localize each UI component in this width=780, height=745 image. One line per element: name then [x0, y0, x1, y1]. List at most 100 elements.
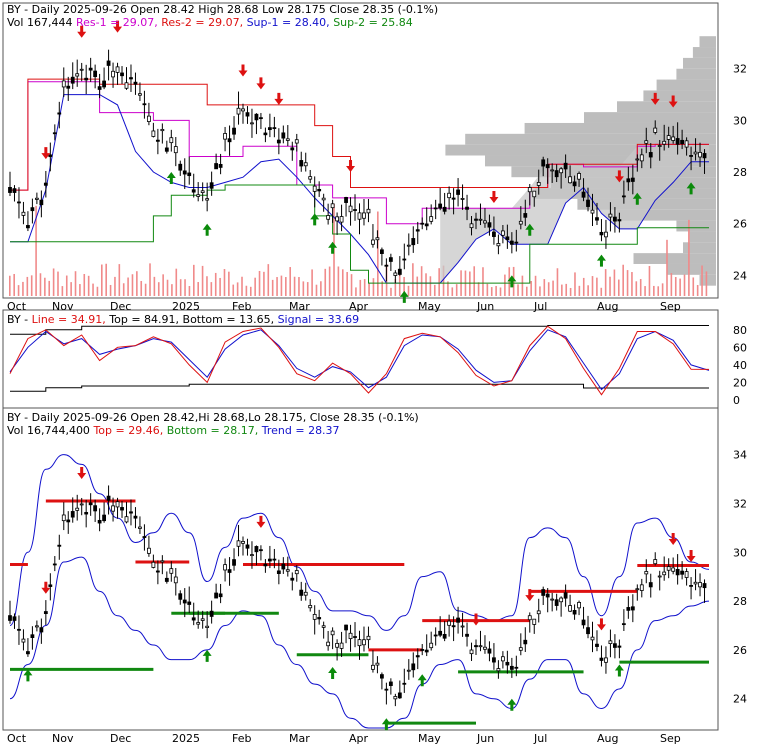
- volume-bar: [96, 286, 99, 296]
- trend-candle-body: [433, 634, 438, 637]
- trend-candle-body: [456, 617, 460, 623]
- volume-bar: [127, 277, 129, 296]
- candle-body: [509, 240, 514, 245]
- trend-candle-body: [39, 627, 44, 633]
- trend-candle-body: [478, 645, 483, 648]
- candle-body: [384, 264, 389, 267]
- trend-candle-body: [48, 584, 53, 587]
- bottom-line: [10, 383, 709, 392]
- trend-candle-body: [196, 622, 201, 625]
- x-tick-label: Nov: [52, 732, 74, 745]
- volume-bar: [149, 263, 151, 296]
- candle-body: [151, 130, 156, 137]
- volume-bar: [561, 284, 563, 296]
- volume-bar: [188, 286, 191, 296]
- trend-candle-body: [353, 636, 357, 638]
- trend-candle-body: [474, 645, 478, 648]
- volume-bar: [289, 267, 291, 296]
- trend-candle-body: [384, 688, 389, 691]
- candle-body: [550, 169, 555, 172]
- candle-body: [344, 197, 348, 203]
- trend-candle-body: [447, 620, 452, 626]
- candle-body: [245, 112, 250, 117]
- candle-body: [608, 213, 613, 218]
- close-label: Close 28.35 (-0.1%): [310, 411, 419, 424]
- up-arrow-icon: [507, 275, 517, 288]
- candle-body: [30, 207, 35, 212]
- profile-bar: [666, 263, 716, 275]
- ticker-label: BY: [7, 411, 21, 424]
- trend-candle-body: [671, 567, 676, 572]
- trend-candle-body: [500, 656, 505, 662]
- candle-body: [254, 113, 259, 121]
- trend-candle-body: [572, 609, 577, 615]
- candle-body: [532, 190, 537, 198]
- trend-candle-body: [509, 665, 514, 670]
- candle-body: [236, 107, 241, 115]
- price-tick-label: 32: [733, 63, 747, 76]
- volume-bar: [79, 284, 81, 296]
- x-tick-label: May: [418, 300, 441, 313]
- trend-candle-body: [138, 526, 142, 529]
- volume-bar: [363, 279, 366, 296]
- trend-candle-body: [550, 598, 555, 601]
- volume-bar: [26, 276, 29, 296]
- profile-bar: [676, 68, 716, 80]
- trend-candle-body: [653, 559, 658, 565]
- down-arrow-icon: [525, 589, 535, 602]
- sup2-line: [10, 184, 709, 284]
- volume-bar: [539, 286, 541, 296]
- trend-candle-body: [205, 625, 210, 628]
- volume-bar: [166, 279, 169, 296]
- candle-body: [483, 220, 487, 224]
- volume-bar: [674, 277, 677, 296]
- trend-candle-body: [617, 645, 622, 648]
- volume-bar: [17, 285, 20, 296]
- trend-candle-body: [281, 563, 286, 570]
- top-label: Top = 84.91,: [108, 313, 179, 326]
- profile-bar: [699, 274, 716, 286]
- trend-candle-body: [88, 502, 93, 506]
- candle-body: [357, 212, 362, 220]
- down-arrow-icon: [346, 160, 356, 173]
- x-tick-label: Jun: [476, 300, 494, 313]
- candle-body: [276, 139, 281, 144]
- trend-candle-body: [182, 599, 187, 604]
- volume-bar: [70, 282, 72, 296]
- volume-bar: [193, 264, 195, 296]
- candle-body: [97, 86, 102, 90]
- trend-panel-candles: [8, 485, 707, 707]
- trend-candle-body: [214, 592, 219, 599]
- x-tick-label: Mar: [289, 300, 310, 313]
- candle-body: [604, 231, 608, 238]
- volume-bar: [631, 272, 633, 296]
- volume-bar: [679, 278, 681, 296]
- trend-candle-body: [133, 515, 138, 519]
- volume-bar: [455, 284, 458, 296]
- up-arrow-icon: [399, 290, 409, 303]
- candle-body: [115, 66, 120, 73]
- volume-bar: [696, 284, 699, 296]
- stoch-tick-label: 60: [733, 341, 747, 354]
- trend-candle-body: [577, 602, 581, 609]
- up-arrow-icon: [507, 698, 517, 711]
- candle-body: [17, 201, 21, 204]
- candle-body: [595, 217, 599, 221]
- volume-bar: [622, 264, 624, 296]
- trend-candle-body: [536, 610, 541, 615]
- candle-body: [545, 164, 550, 169]
- volume-bar: [473, 266, 476, 296]
- volume-bar: [118, 264, 121, 296]
- trend-panel-header-line2: Vol 16,744,400 Top = 29.46, Bottom = 28.…: [7, 424, 340, 437]
- trend-candle-body: [178, 593, 183, 600]
- candle-body: [8, 187, 12, 193]
- volume-bar: [368, 282, 370, 296]
- trend-tick-label: 30: [733, 546, 747, 559]
- res1-label: Res-1 = 29.07,: [76, 16, 158, 29]
- trend-candle-body: [43, 611, 48, 615]
- candle-body: [353, 209, 357, 211]
- trend-candle-body: [689, 585, 693, 587]
- volume-bar: [609, 276, 611, 296]
- trend-candle-body: [420, 649, 425, 651]
- open-label: Open 28.42: [130, 3, 194, 16]
